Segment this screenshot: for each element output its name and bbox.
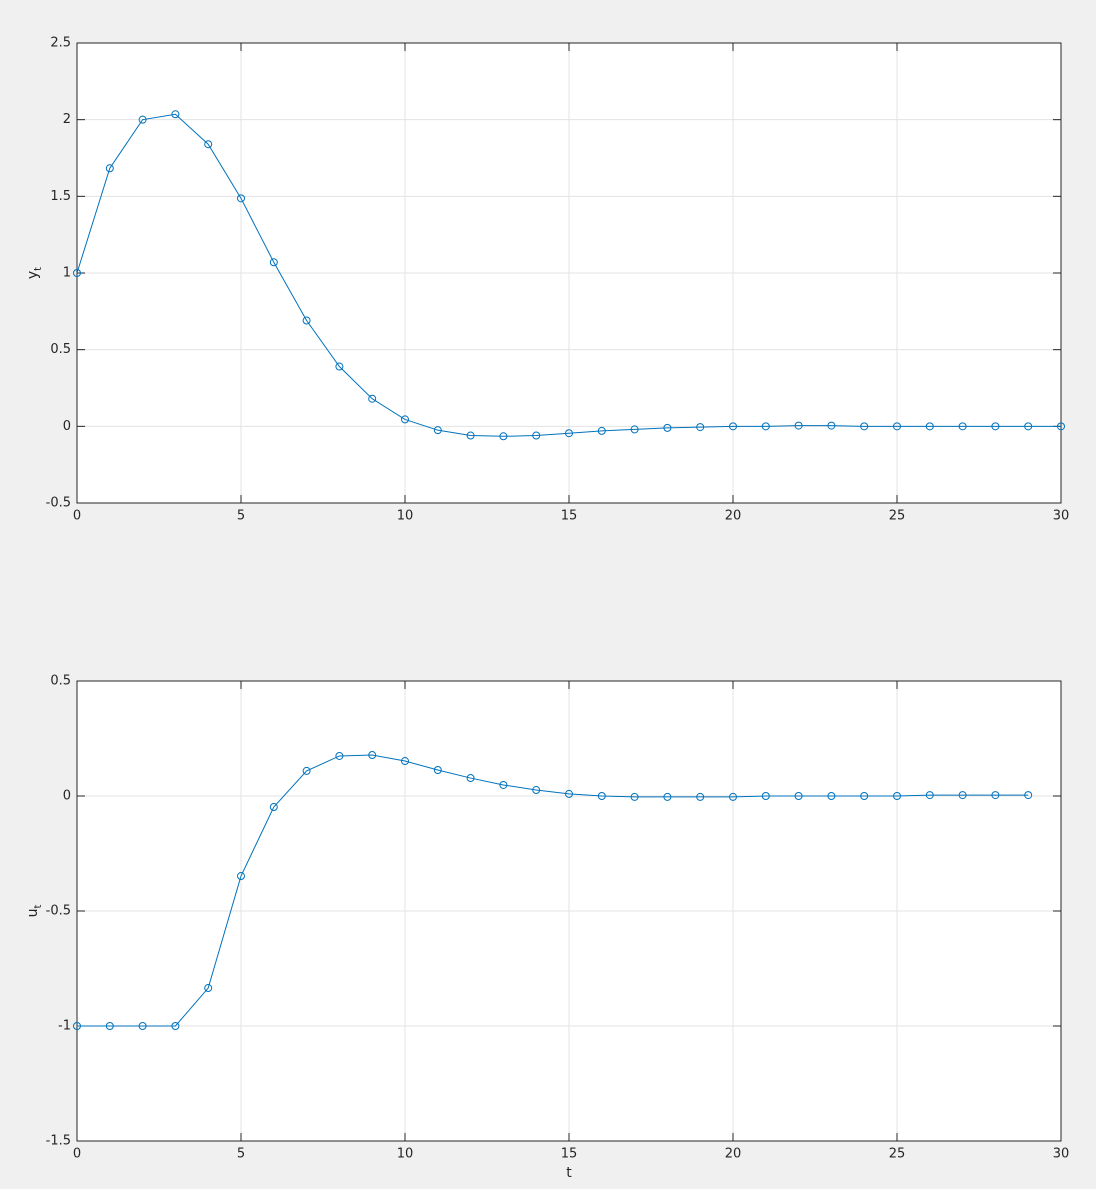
data-point [794, 421, 803, 430]
x-axis-label: t [566, 1165, 572, 1181]
data-point [696, 792, 705, 801]
data-point [302, 766, 311, 775]
y-tick-label: 0.5 [50, 674, 71, 689]
data-point [335, 751, 344, 760]
data-point [368, 394, 377, 403]
x-tick-label: 10 [397, 509, 414, 524]
data-point [433, 766, 442, 775]
y-tick-label: -1 [58, 1019, 71, 1034]
data-point [171, 110, 180, 119]
data-point [729, 792, 737, 801]
data-point [269, 803, 278, 812]
data-point [237, 872, 245, 881]
y-axis-label-base: y [25, 271, 41, 279]
x-tick-label: 10 [397, 1147, 414, 1162]
data-point [630, 792, 639, 801]
x-tick-label: 30 [1053, 509, 1070, 524]
data-point [696, 423, 705, 432]
data-point [827, 421, 836, 430]
x-tick-label: 5 [237, 1147, 245, 1162]
data-point [171, 1022, 180, 1030]
y-tick-label: 1 [63, 266, 71, 281]
y-tick-label: 0 [63, 789, 71, 804]
data-point [73, 269, 81, 277]
data-point [761, 792, 770, 800]
x-tick-label: 20 [725, 509, 742, 524]
data-point [433, 426, 442, 435]
data-point [794, 792, 803, 800]
y-tick-label: 0.5 [50, 342, 71, 357]
y-axis-label: ut [25, 905, 44, 918]
data-point [237, 194, 245, 203]
data-point [893, 792, 901, 800]
x-tick-label: 15 [561, 509, 578, 524]
data-point [761, 422, 770, 431]
data-point [729, 422, 737, 431]
y-tick-label: 2.5 [50, 36, 71, 51]
data-point [105, 1022, 114, 1030]
data-point [597, 792, 606, 800]
y-tick-label: -1.5 [46, 1134, 71, 1149]
x-tick-label: 0 [73, 509, 81, 524]
y-tick-label: 2 [63, 112, 71, 127]
data-point [466, 774, 475, 783]
data-point [565, 789, 573, 798]
data-point [532, 431, 541, 440]
data-point [204, 140, 213, 149]
data-point [269, 258, 278, 267]
data-point [860, 792, 869, 800]
data-point [958, 422, 967, 431]
data-point [466, 431, 475, 440]
data-point [335, 362, 344, 371]
data-point [991, 791, 1000, 800]
data-point [991, 422, 1000, 431]
data-point [893, 422, 901, 431]
axes-box [76, 680, 1062, 1142]
x-tick-label: 20 [725, 1147, 742, 1162]
y-axis-label-base: u [25, 909, 41, 918]
data-point [401, 415, 409, 424]
x-tick-label: 25 [889, 509, 906, 524]
y-axis-label-subscript: t [33, 267, 44, 271]
y-axis-label: yt [25, 267, 44, 279]
data-point [1024, 422, 1033, 431]
data-point [860, 422, 869, 431]
x-tick-label: 25 [889, 1147, 906, 1162]
data-point [1057, 422, 1065, 431]
data-point [499, 432, 508, 441]
data-point [958, 791, 967, 800]
data-point [565, 429, 573, 438]
data-point [597, 426, 606, 435]
data-point [630, 425, 639, 434]
data-line [76, 113, 1061, 437]
data-point [73, 1022, 81, 1030]
x-tick-label: 15 [561, 1147, 578, 1162]
data-point [499, 780, 508, 789]
data-point [663, 423, 672, 432]
data-point [532, 786, 541, 795]
y-tick-label: -0.5 [46, 496, 71, 511]
data-point [1024, 791, 1033, 800]
y-tick-label: 1.5 [50, 189, 71, 204]
y-axis-label-subscript: t [33, 905, 44, 909]
y-tick-label: -0.5 [46, 904, 71, 919]
data-point [204, 984, 213, 993]
data-point [663, 792, 672, 801]
data-point [138, 115, 147, 124]
x-tick-label: 5 [237, 509, 245, 524]
data-point [401, 757, 409, 766]
data-point [925, 791, 934, 800]
data-line [77, 754, 1029, 1027]
x-tick-label: 0 [73, 1147, 81, 1162]
y-tick-label: 0 [63, 419, 71, 434]
data-point [925, 422, 934, 431]
data-point [368, 751, 377, 760]
data-point [827, 792, 836, 800]
data-point [138, 1022, 147, 1030]
x-tick-label: 30 [1053, 1147, 1070, 1162]
data-point [105, 164, 114, 173]
data-point [302, 316, 311, 325]
